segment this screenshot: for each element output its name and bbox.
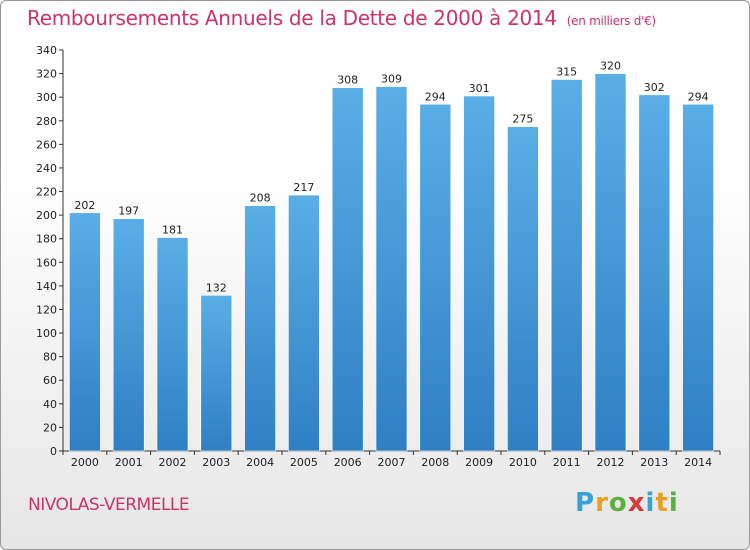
title-text: Remboursements Annuels de la Dette de 20… [27,6,557,30]
data-label: 202 [74,199,95,212]
x-tick-label: 2012 [597,456,625,469]
bar [463,95,495,452]
bar [550,79,583,452]
y-tick-label: 280 [36,115,57,128]
logo-letter: i [645,488,656,518]
logo-letter: x [627,488,646,518]
x-tick-label: 2010 [509,456,537,469]
data-label: 217 [293,181,314,194]
bar [638,94,671,452]
y-tick-label: 320 [36,68,57,81]
x-tick-label: 2005 [290,456,318,469]
x-tick-label: 2011 [553,456,581,469]
x-tick-label: 2006 [334,456,362,469]
bar [288,194,320,452]
bars [69,73,714,452]
logo-letter: i [668,488,679,518]
data-label: 275 [512,113,533,126]
y-tick-label: 180 [36,233,57,246]
y-tick-label: 160 [36,256,57,269]
x-tick-label: 2001 [115,456,143,469]
y-tick-label: 60 [43,374,57,387]
y-tick-label: 40 [43,398,57,411]
y-tick-label: 20 [43,421,57,434]
y-tick-label: 120 [36,303,57,316]
data-label: 302 [644,81,665,94]
data-label: 181 [162,224,183,237]
x-tick-label: 2013 [640,456,668,469]
bar [682,103,714,452]
bar [594,73,627,452]
logo-letter: P [575,488,596,518]
x-tick-label: 2009 [465,456,493,469]
x-tick-label: 2003 [202,456,230,469]
data-label: 308 [337,74,358,87]
proxiti-logo: Proxiti [575,488,679,518]
bar [507,126,539,452]
data-label: 132 [206,281,227,294]
data-label: 309 [381,73,402,86]
commune-name: NIVOLAS-VERMELLE [28,495,190,515]
unit-label: (en milliers d'€) [566,14,656,28]
x-tick-label: 2000 [71,456,99,469]
y-tick-label: 140 [36,280,57,293]
y-tick-label: 300 [36,91,57,104]
bar [375,86,408,452]
bar [156,237,189,452]
x-tick-label: 2002 [159,456,187,469]
data-labels: 202 197 181 132 208 217 308 309 294 301 275 315 320 3… [74,60,708,295]
y-tick-label: 340 [36,44,57,57]
x-tick-label: 2008 [421,456,449,469]
y-tick-label: 0 [50,445,57,458]
data-label: 197 [118,205,139,218]
logo-letter: o [608,488,628,518]
bar [244,205,276,452]
x-tick-label: 2004 [246,456,274,469]
data-label: 301 [469,82,490,95]
logo-letter: t [655,488,669,518]
data-label: 208 [250,192,271,205]
y-tick-label: 220 [36,186,57,199]
x-tick-label: 2014 [684,456,712,469]
y-tick-label: 240 [36,162,57,175]
y-tick-label: 200 [36,209,57,222]
bar [69,212,101,452]
data-label: 294 [688,90,709,103]
bar [331,87,364,452]
data-label: 315 [556,65,577,78]
y-tick-label: 80 [43,351,57,364]
y-tick-label: 260 [36,138,57,151]
logo-letter: r [595,488,609,518]
bar [112,218,145,452]
x-tick-label: 2007 [378,456,406,469]
y-tick-label: 100 [36,327,57,340]
data-label: 320 [600,60,621,73]
data-label: 294 [425,90,446,103]
bar [419,103,452,452]
chart-title: Remboursements Annuels de la Dette de 20… [27,6,656,30]
bar [200,295,233,452]
